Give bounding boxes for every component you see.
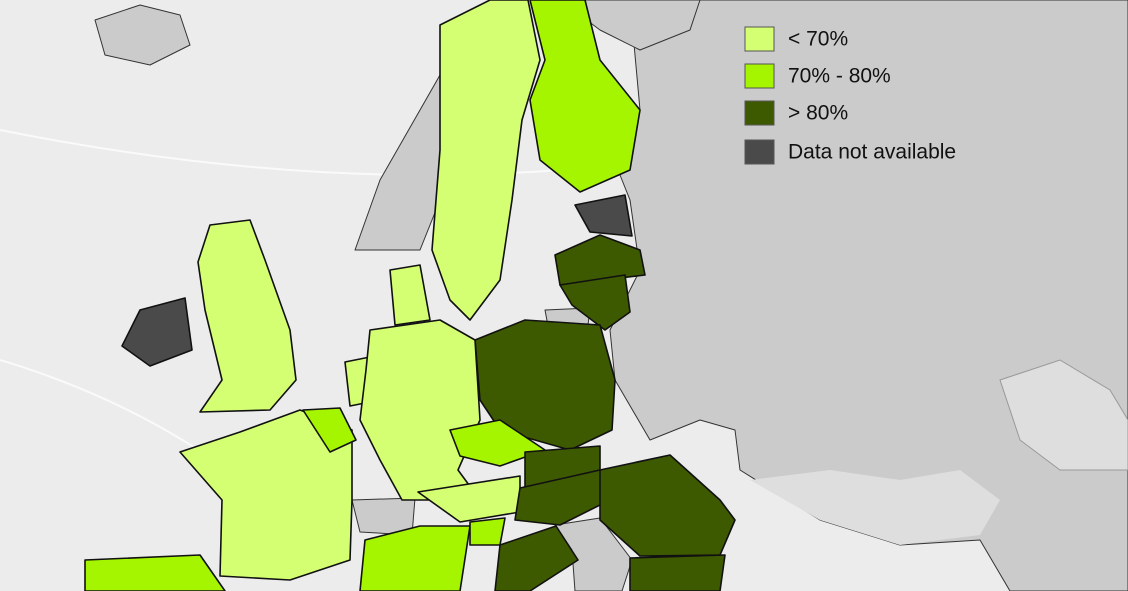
- iceland: [94, 4, 191, 66]
- legend-label: > 80%: [788, 102, 848, 125]
- slovenia: [469, 517, 506, 546]
- hungary: [514, 469, 611, 526]
- estonia: [574, 194, 633, 237]
- legend-label: Data not available: [788, 141, 956, 164]
- belgium: [302, 407, 357, 453]
- poland: [474, 319, 616, 451]
- romania: [599, 454, 736, 557]
- norway: [354, 0, 521, 251]
- czechia: [449, 419, 546, 467]
- legend-swatch: [744, 63, 775, 89]
- united-kingdom: [197, 219, 297, 413]
- legend: < 70% 70% - 80% > 80% Data not available: [744, 26, 956, 165]
- denmark: [389, 264, 431, 326]
- legend-swatch: [744, 100, 775, 126]
- caspian-area: [999, 359, 1128, 471]
- finland: [529, 0, 641, 193]
- eastern-land: [609, 0, 1128, 591]
- lithuania: [559, 274, 631, 331]
- black-sea: [750, 470, 1000, 545]
- ireland: [121, 297, 193, 367]
- latvia: [554, 234, 646, 286]
- croatia: [494, 525, 579, 591]
- italy: [359, 525, 471, 591]
- legend-swatch: [744, 139, 775, 165]
- greenland-edge: [559, 0, 701, 51]
- legend-label: 70% - 80%: [788, 65, 891, 88]
- france: [179, 409, 353, 581]
- legend-swatch: [744, 26, 775, 52]
- spain: [84, 554, 226, 591]
- sweden: [431, 0, 541, 321]
- bulgaria: [629, 554, 726, 591]
- legend-label: < 70%: [788, 28, 848, 51]
